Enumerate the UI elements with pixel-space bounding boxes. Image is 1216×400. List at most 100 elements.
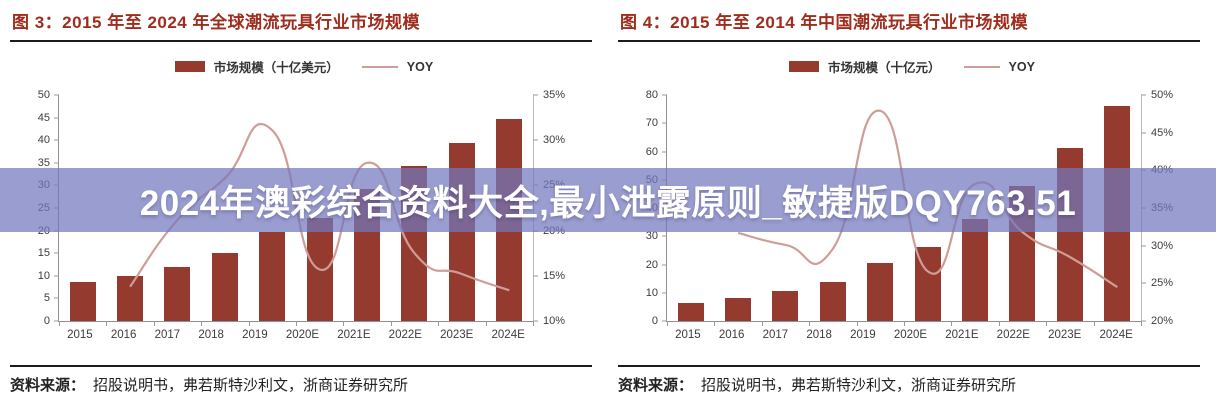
x-labels: 2015 2016 2017 2018 2019 2020E 2021E 2022E 2023E…: [666, 329, 1142, 341]
legend: 市场规模（十亿美元） YOY: [0, 57, 608, 76]
market-size-bar: [867, 262, 894, 321]
y-axis-tick-mark: [1141, 94, 1146, 96]
x-axis-tick-mark: [998, 321, 1000, 326]
bar-legend-swatch: [174, 61, 205, 72]
x-axis-tick-label: 2015: [675, 329, 701, 341]
y-axis-tick-label: 70: [645, 117, 658, 130]
y-axis-tick-mark: [662, 292, 667, 294]
market-size-bar: [211, 252, 238, 321]
x-axis-tick-mark: [667, 321, 668, 326]
market-size-bar: [725, 297, 752, 321]
bar-legend-swatch: [789, 61, 820, 72]
y-axis-tick-mark: [54, 139, 59, 141]
x-axis-tick-mark: [1093, 321, 1095, 326]
x-axis-tick-label: 2021E: [337, 329, 371, 341]
x-axis-tick-mark: [714, 321, 716, 326]
line-legend-label: YOY: [406, 59, 434, 74]
y-axis-tick-mark: [533, 94, 538, 96]
y-axis-tick-label: 25%: [1151, 277, 1174, 290]
x-axis-tick-mark: [1141, 321, 1142, 326]
y-axis-tick-label: 10: [37, 269, 50, 282]
x-axis-tick-mark: [343, 321, 345, 326]
x-axis-tick-mark: [59, 321, 60, 326]
y-axis-tick-mark: [1141, 245, 1146, 247]
market-size-bar: [819, 281, 846, 321]
market-size-bar: [677, 303, 704, 321]
x-axis-tick-mark: [856, 321, 858, 326]
x-axis-tick-mark: [248, 321, 250, 326]
y-axis-tick-mark: [1141, 320, 1146, 322]
x-axis-tick-label: 2020E: [285, 329, 320, 341]
market-size-bar: [164, 266, 191, 321]
y-axis-tick-mark: [54, 275, 59, 277]
market-size-bar: [772, 290, 799, 321]
x-axis-tick-label: 2023E: [1048, 329, 1082, 341]
x-axis-tick-mark: [533, 321, 534, 326]
source-text: 招股说明书，弗若斯特沙利文，浙商证券研究所: [701, 378, 1017, 394]
x-axis-tick-mark: [761, 321, 763, 326]
y-axis-tick-mark: [54, 252, 59, 254]
y-axis-tick-mark: [1141, 132, 1146, 134]
y-axis-tick-label: 80: [645, 89, 658, 101]
y-axis-tick-mark: [662, 122, 667, 124]
market-size-bar: [259, 231, 286, 321]
y-axis-tick-label: 15: [37, 247, 50, 260]
x-axis-tick-label: 2022E: [388, 329, 422, 341]
line-legend-label: YOY: [1008, 59, 1035, 74]
x-axis-tick-label: 2023E: [440, 329, 474, 341]
figure-title: 图 3：2015 年至 2024 年全球潮流玩具行业市场规模: [10, 5, 592, 42]
x-axis-tick-label: 2020E: [893, 329, 928, 341]
watermark-text: 2024年澳彩综合资料大全,最小泄露原则_敏捷版DQY763.51: [139, 183, 1077, 223]
x-axis-tick-mark: [153, 321, 155, 326]
y-axis-tick-label: 50%: [1151, 89, 1174, 101]
x-axis-tick-mark: [296, 321, 297, 326]
y-axis-tick-label: 30%: [543, 134, 566, 147]
watermark-banner: 2024年澳彩综合资料大全,最小泄露原则_敏捷版DQY763.51: [0, 168, 1216, 232]
y-axis-tick-mark: [54, 94, 59, 96]
y-axis-tick-mark: [533, 320, 538, 322]
x-axis-tick-label: 2018: [806, 329, 832, 341]
x-labels: 2015 2016 2017 2018 2019 2020E 2021E 2022E 2023E…: [58, 329, 534, 341]
x-axis-tick-mark: [1046, 321, 1048, 326]
y-axis-tick-label: 0: [651, 315, 658, 327]
y-axis-tick-label: 40: [37, 134, 50, 147]
market-size-bar: [306, 217, 333, 321]
source-label: 资料来源：: [618, 378, 694, 394]
y-axis-tick-label: 45%: [1151, 126, 1174, 139]
market-size-bar: [69, 281, 96, 321]
y-axis-tick-label: 45: [37, 111, 50, 124]
y-axis-tick-label: 60: [645, 145, 658, 158]
bar-legend-label: 市场规模（十亿美元）: [213, 61, 339, 75]
figure-title: 图 4：2015 年至 2014 年中国潮流玩具行业市场规模: [618, 5, 1200, 42]
x-axis-tick-label: 2018: [198, 329, 224, 341]
y-axis-tick-label: 0: [43, 315, 50, 327]
x-axis-tick-label: 2024E: [491, 329, 525, 341]
y-axis-tick-mark: [662, 320, 667, 322]
line-legend-swatch: [963, 65, 1000, 68]
y-axis-tick-mark: [662, 151, 667, 152]
market-size-bar: [962, 218, 989, 321]
y-axis-tick-mark: [662, 235, 667, 237]
line-legend-swatch: [361, 65, 398, 68]
source-text: 招股说明书，弗若斯特沙利文，浙商证券研究所: [93, 378, 409, 394]
y-axis-tick-mark: [533, 139, 538, 141]
y-axis-tick-mark: [1141, 282, 1146, 284]
y-axis-tick-label: 35%: [543, 89, 566, 101]
x-axis-tick-label: 2015: [67, 329, 93, 341]
y-axis-tick-mark: [54, 297, 59, 299]
y-axis-tick-mark: [662, 264, 667, 265]
y-axis-tick-label: 20: [645, 258, 658, 271]
bar-legend-label: 市场规模（十亿元）: [828, 61, 941, 75]
x-axis-tick-label: 2022E: [996, 329, 1030, 341]
y-axis-tick-label: 5: [43, 292, 50, 305]
x-axis-tick-label: 2017: [762, 329, 789, 341]
x-axis-tick-mark: [438, 321, 440, 326]
y-axis-tick-mark: [662, 94, 667, 96]
x-axis-tick-label: 2016: [110, 329, 137, 341]
source-label: 资料来源：: [10, 378, 86, 394]
y-axis-tick-label: 50: [37, 89, 50, 101]
y-axis-tick-label: 10: [645, 286, 658, 299]
x-axis-tick-label: 2017: [154, 329, 181, 341]
y-axis-tick-mark: [533, 275, 538, 277]
